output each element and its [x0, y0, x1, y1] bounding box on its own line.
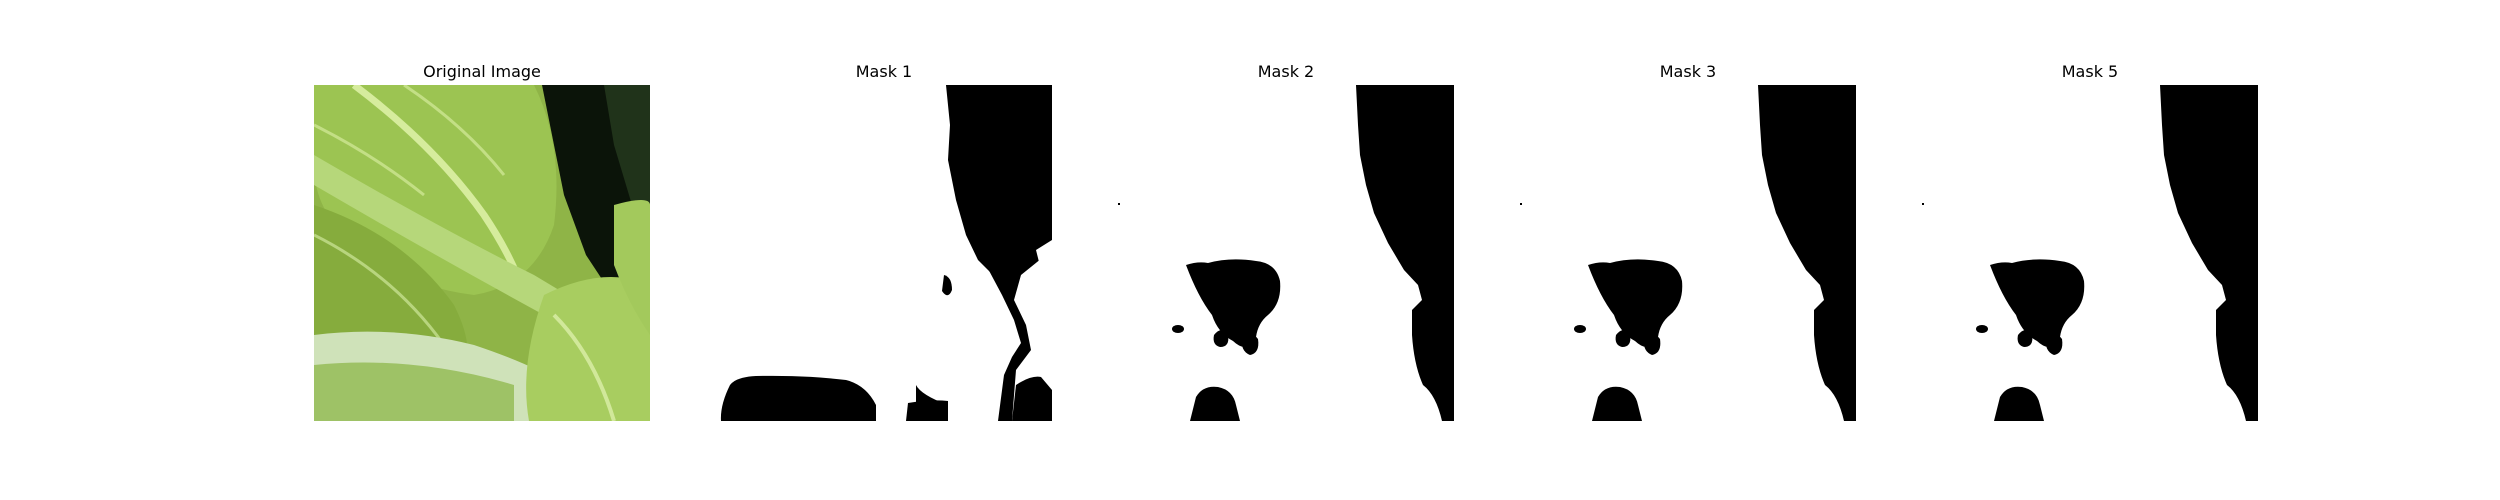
panel-title: Mask 5 [2061, 62, 2119, 81]
panel-title: Original Image [423, 62, 541, 81]
panel-mask-5: Mask 5 [1922, 60, 2258, 421]
mask-2-image [1118, 85, 1454, 421]
mask-3-image [1520, 85, 1856, 421]
mask-5-image [1922, 85, 2258, 421]
original-image [314, 85, 650, 421]
mask-1-image [716, 85, 1052, 421]
panel-title: Mask 1 [855, 62, 913, 81]
panel-mask-3: Mask 3 [1520, 60, 1856, 421]
panel-mask-1: Mask 1 [716, 60, 1052, 421]
panel-original-image: Original Image [314, 60, 650, 421]
panel-title: Mask 3 [1659, 62, 1717, 81]
panel-mask-2: Mask 2 [1118, 60, 1454, 421]
panel-title: Mask 2 [1257, 62, 1315, 81]
